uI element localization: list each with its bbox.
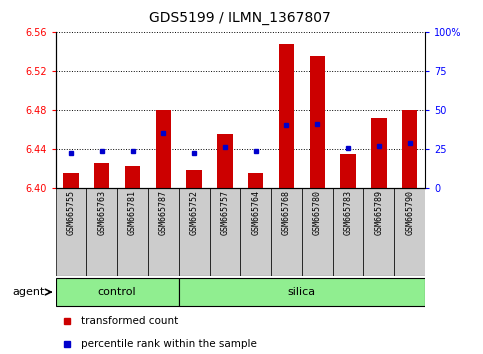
- Bar: [125, 166, 140, 188]
- Bar: [371, 118, 386, 188]
- Bar: [156, 110, 171, 188]
- Text: GSM665768: GSM665768: [282, 190, 291, 235]
- Bar: [94, 163, 110, 188]
- Bar: [302, 188, 333, 276]
- Text: GSM665781: GSM665781: [128, 190, 137, 235]
- Bar: [63, 173, 79, 188]
- Text: silica: silica: [288, 287, 316, 297]
- Bar: [279, 44, 294, 188]
- Text: GSM665752: GSM665752: [190, 190, 199, 235]
- Text: agent: agent: [12, 287, 44, 297]
- Bar: [210, 188, 240, 276]
- Bar: [248, 173, 263, 188]
- Bar: [310, 56, 325, 188]
- Bar: [86, 188, 117, 276]
- Bar: [56, 188, 86, 276]
- Bar: [56, 278, 179, 306]
- Bar: [271, 188, 302, 276]
- Text: GSM665763: GSM665763: [97, 190, 106, 235]
- Text: GSM665780: GSM665780: [313, 190, 322, 235]
- Text: GSM665783: GSM665783: [343, 190, 353, 235]
- Bar: [179, 188, 210, 276]
- Text: transformed count: transformed count: [82, 316, 179, 326]
- Bar: [179, 278, 425, 306]
- Text: percentile rank within the sample: percentile rank within the sample: [82, 339, 257, 349]
- Text: GDS5199 / ILMN_1367807: GDS5199 / ILMN_1367807: [149, 11, 331, 25]
- Text: GSM665757: GSM665757: [220, 190, 229, 235]
- Bar: [341, 154, 356, 188]
- Bar: [333, 188, 364, 276]
- Text: GSM665790: GSM665790: [405, 190, 414, 235]
- Bar: [402, 110, 417, 188]
- Text: GSM665755: GSM665755: [67, 190, 75, 235]
- Text: GSM665764: GSM665764: [251, 190, 260, 235]
- Bar: [217, 134, 233, 188]
- Bar: [240, 188, 271, 276]
- Bar: [394, 188, 425, 276]
- Bar: [364, 188, 394, 276]
- Bar: [117, 188, 148, 276]
- Text: GSM665789: GSM665789: [374, 190, 384, 235]
- Bar: [148, 188, 179, 276]
- Bar: [186, 170, 202, 188]
- Text: control: control: [98, 287, 136, 297]
- Text: GSM665787: GSM665787: [159, 190, 168, 235]
